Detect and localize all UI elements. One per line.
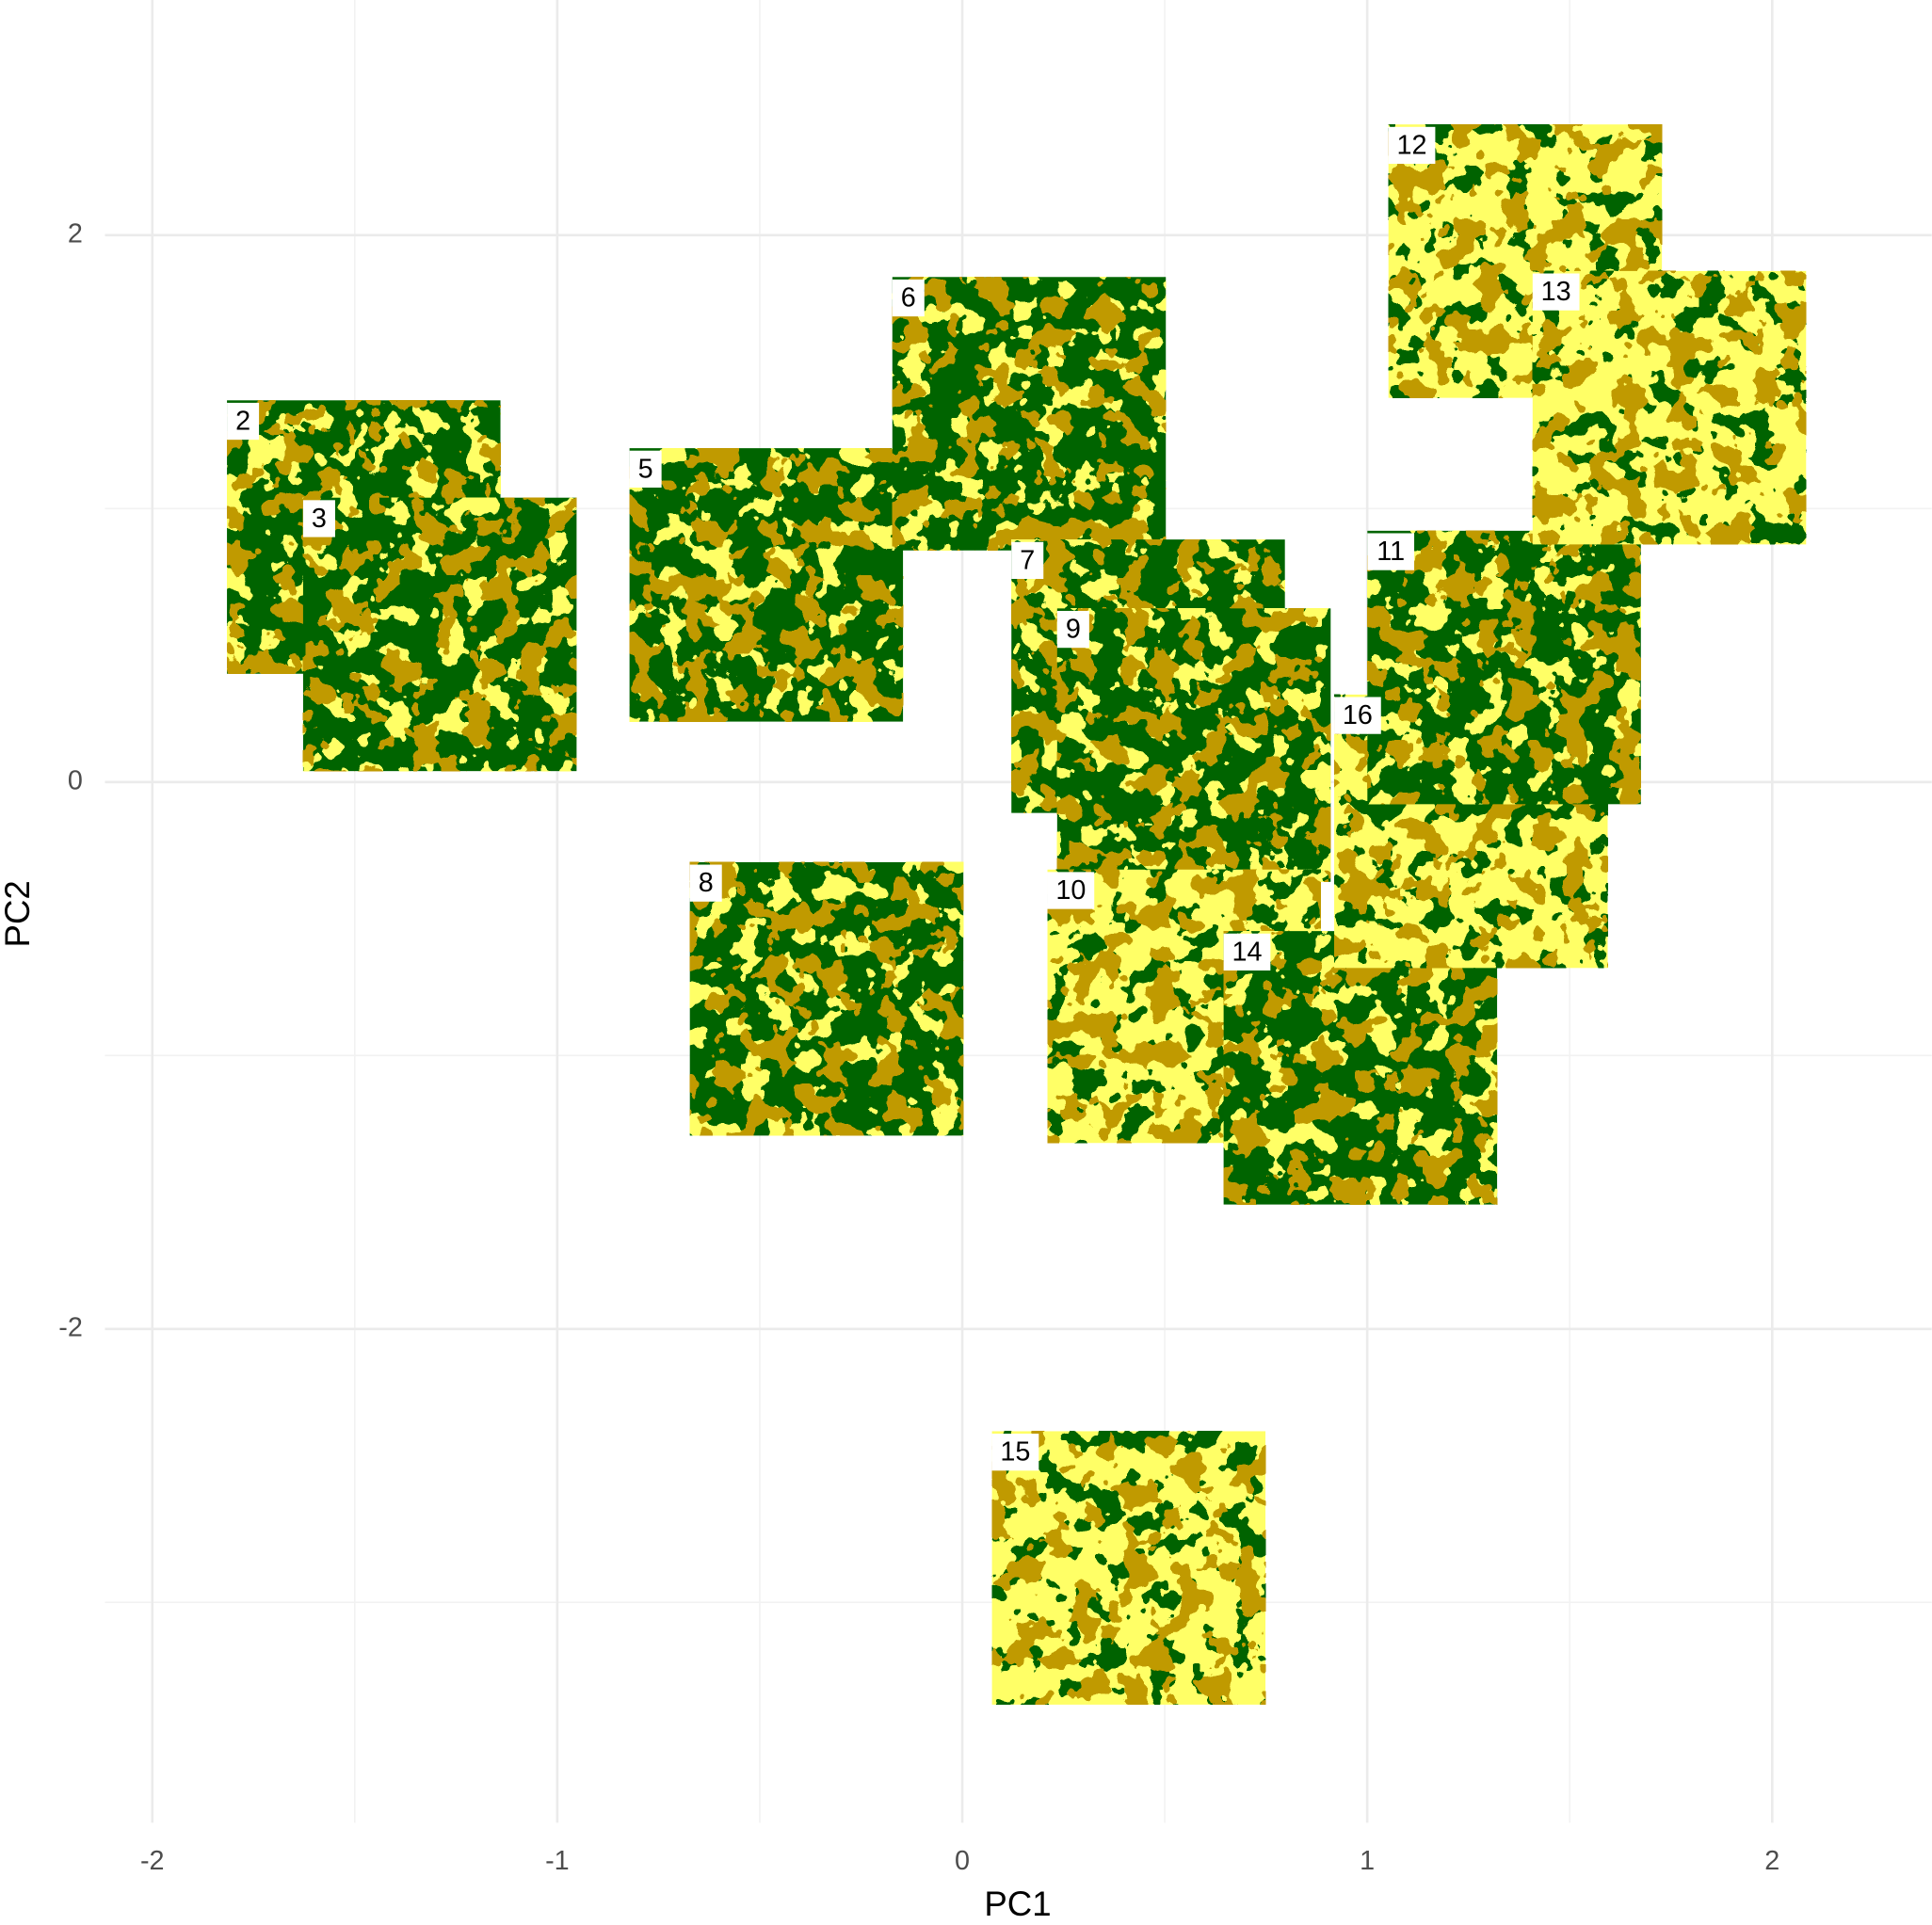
tile-patches [991, 1431, 1266, 1705]
point-label: 11 [1377, 537, 1405, 567]
tile [689, 861, 964, 1136]
point-label: 9 [1066, 615, 1081, 645]
label-box [629, 450, 662, 488]
tile [1532, 270, 1807, 545]
tile [1223, 931, 1498, 1205]
x-tick-label: -1 [545, 1846, 570, 1876]
point-label: 16 [1343, 700, 1373, 730]
tile-patches [629, 448, 904, 722]
label-box [1334, 697, 1381, 734]
tile [302, 497, 577, 772]
label-box [1056, 610, 1089, 649]
tile [1388, 124, 1663, 398]
label-box [1223, 933, 1271, 971]
label-box [892, 279, 925, 317]
tile [892, 277, 1167, 551]
x-tick-label: 2 [1764, 1846, 1779, 1876]
y-tick-label: -2 [58, 1312, 83, 1342]
point-label: 13 [1541, 277, 1571, 307]
label-box [1367, 533, 1415, 570]
label-box [1388, 126, 1436, 165]
label-box [227, 402, 260, 441]
x-axis-title: PC1 [984, 1885, 1051, 1923]
tile-patches [689, 861, 964, 1136]
tile [1056, 608, 1331, 882]
label-box [991, 1434, 1039, 1471]
y-axis-title: PC2 [0, 880, 37, 947]
point-label: 14 [1232, 937, 1262, 967]
label-box [1011, 541, 1044, 580]
tile-patches [1223, 931, 1498, 1205]
label-box [689, 864, 722, 902]
point-label: 5 [638, 454, 653, 484]
label-box [1047, 872, 1095, 909]
x-tick-label: 1 [1360, 1846, 1375, 1876]
point-label: 8 [699, 868, 714, 898]
tiles [227, 124, 1807, 1705]
point-label: 12 [1397, 130, 1427, 160]
tile-patches [1056, 608, 1331, 882]
y-tick-label: 2 [68, 218, 83, 249]
tile [991, 1431, 1266, 1705]
x-tick-label: -2 [140, 1846, 165, 1876]
point-label: 15 [1000, 1437, 1030, 1468]
label-box [1532, 273, 1580, 311]
point-label: 7 [1020, 545, 1035, 575]
x-tick-label: 0 [955, 1846, 970, 1876]
point-label: 2 [235, 406, 250, 436]
point-labels: 2 3 5 6 7 9 8 10 14 16 11 12 13 15 [227, 126, 1580, 1471]
tile-patches [1367, 530, 1641, 805]
tile-patches [1532, 270, 1807, 545]
point-label: 3 [312, 504, 327, 534]
tile-patches [302, 497, 577, 772]
tile [629, 448, 904, 722]
tile [1367, 530, 1641, 805]
tile-patches [892, 277, 1167, 551]
label-box [302, 500, 335, 537]
y-tick-label: 0 [68, 765, 83, 795]
point-label: 6 [901, 282, 916, 313]
point-label: 10 [1055, 875, 1086, 906]
